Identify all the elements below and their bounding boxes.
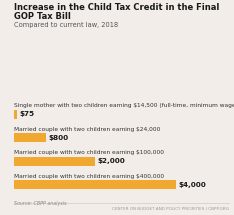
Text: CENTER ON BUDGET AND POLICY PRIORITIES | CBPP.ORG: CENTER ON BUDGET AND POLICY PRIORITIES |…: [112, 207, 229, 211]
Text: Married couple with two children earning $400,000: Married couple with two children earning…: [14, 174, 164, 179]
Text: $2,000: $2,000: [97, 158, 125, 164]
Text: $75: $75: [19, 111, 34, 117]
Text: Single mother with two children earning $14,500 (full-time, minimum wage): Single mother with two children earning …: [14, 103, 234, 108]
Bar: [14, 180, 176, 189]
Text: Married couple with two children earning $100,000: Married couple with two children earning…: [14, 150, 164, 155]
Text: Source: CBPP analysis: Source: CBPP analysis: [14, 201, 67, 206]
Text: $4,000: $4,000: [179, 182, 206, 188]
Bar: [14, 134, 47, 142]
Text: GOP Tax Bill: GOP Tax Bill: [14, 12, 71, 21]
Bar: [14, 110, 17, 119]
Bar: [14, 157, 95, 166]
Text: Increase in the Child Tax Credit in the Final: Increase in the Child Tax Credit in the …: [14, 3, 219, 12]
Text: Married couple with two children earning $24,000: Married couple with two children earning…: [14, 127, 161, 132]
Text: $800: $800: [49, 135, 69, 141]
Text: Compared to current law, 2018: Compared to current law, 2018: [14, 22, 118, 28]
